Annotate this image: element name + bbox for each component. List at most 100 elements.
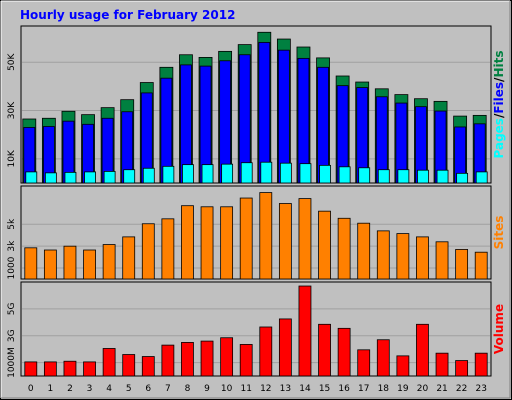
pages-bar [44,172,57,184]
pages-bar [377,169,390,184]
volume-bar [83,361,96,377]
legend-part: / [492,113,506,118]
y-tick-label: 3G [7,329,17,342]
pages-bar [299,163,312,184]
pages-bar [338,166,351,184]
x-tick-label: 20 [417,384,429,394]
x-tick-label: 12 [260,384,271,394]
series-legend-label: Sites [492,216,506,250]
sites-bar [298,198,312,280]
x-tick-label: 7 [165,384,171,394]
sites-bar [161,218,175,280]
plot-area [20,185,492,280]
x-tick-label: 18 [378,384,390,394]
pages-bar [456,172,469,184]
sites-bar [220,206,234,280]
volume-bar [278,318,292,377]
sites-bar [83,249,96,280]
x-tick-label: 8 [185,384,191,394]
volume-bar [43,361,57,377]
sites-bar [455,249,469,280]
sites-bar [239,197,253,280]
pages-bar [397,169,410,184]
volume-bar [357,349,371,377]
volume-bar [455,360,469,377]
chart-title: Hourly usage for February 2012 [20,8,235,22]
x-tick-label: 0 [28,384,34,394]
sites-bar [376,230,390,280]
x-tick-label: 23 [475,384,486,394]
pages-bar [436,169,449,184]
sites-panel: 1000 3k 5k [7,185,492,280]
volume-bar [239,344,253,377]
x-tick-label: 11 [240,384,251,394]
volume-bar [259,326,273,377]
sites-bar [102,244,116,280]
hits-files-pages-side-label: Pages/Files/Hits [492,51,506,159]
pages-bar [123,169,136,184]
y-tick-label: 1000 [7,256,17,279]
sites-bar [396,233,410,280]
pages-bar [201,164,214,184]
legend-part: Volume [492,304,506,354]
sites-bar [435,241,449,280]
pages-bar [358,167,371,184]
pages-bar [260,161,273,184]
x-tick-label: 5 [126,384,132,394]
volume-bar [141,356,155,377]
pages-bar [240,162,253,184]
legend-part: Sites [492,216,506,250]
volume-bar [435,352,449,377]
volume-bar [63,360,77,377]
pages-bar [221,163,234,184]
sites-side-label: Sites [492,216,506,250]
pages-bar [25,171,38,184]
volume-bar [200,340,214,377]
x-tick-label: 3 [87,384,93,394]
volume-bar [474,352,488,377]
pages-bar [417,169,429,184]
sites-bar [416,236,429,280]
sites-bar [122,236,136,280]
plot-area [20,25,492,184]
legend-part: Pages [492,118,506,158]
volume-bar [181,342,194,377]
volume-bar [376,339,390,377]
pages-bar [319,164,331,184]
volume-bar [416,323,429,377]
pages-bar [162,165,175,184]
x-tick-label: 14 [299,384,311,394]
sites-bar [259,192,273,280]
volume-bar [161,344,175,377]
x-tick-label: 21 [436,384,447,394]
x-tick-label: 13 [280,384,291,394]
pages-bar [279,162,292,184]
x-tick-label: 19 [397,384,409,394]
sites-bar [337,217,351,280]
volume-bar [396,355,410,377]
series-legend-label: Volume [492,304,506,354]
legend-part: Hits [492,51,506,78]
x-tick-label: 1 [48,384,54,394]
sites-bar [200,206,214,280]
y-tick-label: 30K [7,101,17,119]
x-tick-label: 10 [221,384,233,394]
y-tick-label: 50K [7,52,17,70]
pages-bar [142,167,155,184]
legend-part: / [492,77,506,82]
x-tick-label: 22 [456,384,467,394]
y-tick-label: 5k [7,218,17,230]
sites-bar [24,247,38,280]
hour-axis: 0 1 2 3 4 5 6 7 8 9 10 11 12 13 14 15 16 17 18 19 20 21 22 23 [28,384,487,394]
sites-bar [141,223,155,280]
y-tick-label: 10K [7,149,17,167]
sites-bar [278,203,292,280]
volume-bar [122,354,136,377]
x-tick-label: 16 [338,384,350,394]
series-legend-label: Pages/Files/Hits [492,51,506,159]
sites-bar [357,222,371,280]
pages-bar [475,171,488,184]
x-tick-label: 2 [67,384,73,394]
y-tick-label: 1000M [7,347,17,378]
